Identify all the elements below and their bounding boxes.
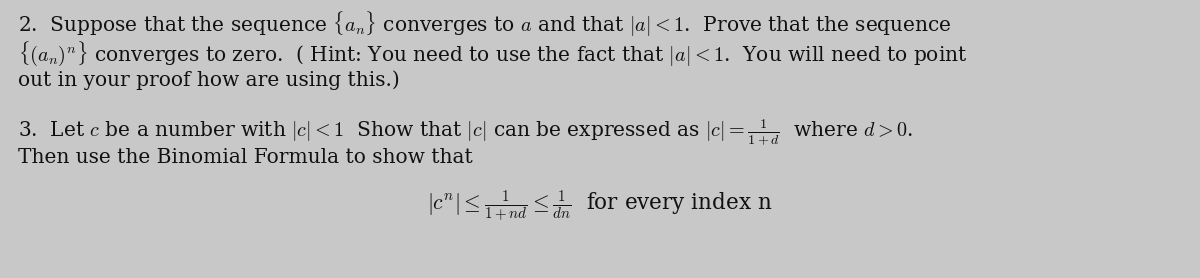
Text: Then use the Binomial Formula to show that: Then use the Binomial Formula to show th…	[18, 148, 473, 167]
Text: $\{(a_n)^n\}$ converges to zero.  ( Hint: You need to use the fact that $|a| < 1: $\{(a_n)^n\}$ converges to zero. ( Hint:…	[18, 40, 967, 68]
Text: out in your proof how are using this.): out in your proof how are using this.)	[18, 70, 400, 90]
Text: $|c^n| \leq \frac{1}{1+nd} \leq \frac{1}{dn}$  for every index n: $|c^n| \leq \frac{1}{1+nd} \leq \frac{1}…	[427, 188, 773, 224]
Text: 3.  Let $c$ be a number with $|c| < 1$  Show that $|c|$ can be expressed as $|c|: 3. Let $c$ be a number with $|c| < 1$ Sh…	[18, 118, 913, 148]
Text: 2.  Suppose that the sequence $\{a_n\}$ converges to $a$ and that $|a| < 1$.  Pr: 2. Suppose that the sequence $\{a_n\}$ c…	[18, 10, 952, 39]
